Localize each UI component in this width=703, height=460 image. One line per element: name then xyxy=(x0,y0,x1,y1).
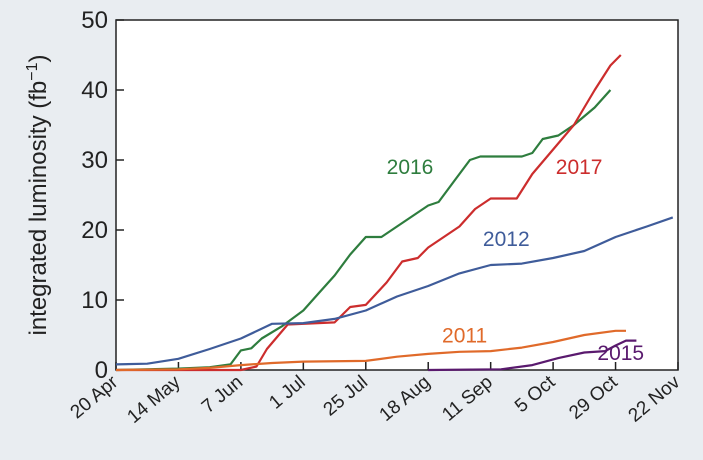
series-line-2016 xyxy=(115,89,612,372)
x-tick-label: 18 Aug xyxy=(376,372,435,426)
y-axis-label: integrated luminosity (fb−1) xyxy=(24,54,52,335)
series-label-2017: 2017 xyxy=(556,156,603,179)
x-tick-label: 14 May xyxy=(123,371,185,427)
series-label-2015: 2015 xyxy=(597,342,644,365)
x-tick-label: 29 Oct xyxy=(565,371,622,424)
x-tick-label: 22 Nov xyxy=(625,371,685,426)
x-tick-label: 1 Jul xyxy=(265,372,309,414)
series-labels: 2016 2017 2012 2011 2015 xyxy=(387,156,644,365)
y-tick-label: 20 xyxy=(81,217,108,244)
y-tick-label: 0 xyxy=(95,357,108,384)
series-label-2011: 2011 xyxy=(442,325,487,348)
y-axis: 0 10 20 30 40 50 xyxy=(81,7,124,384)
series-layer xyxy=(115,54,674,372)
series-line-2017 xyxy=(116,54,622,372)
y-tick-label: 10 xyxy=(81,287,108,314)
x-tick-label: 25 Jul xyxy=(320,372,372,421)
series-line-2012 xyxy=(115,216,674,366)
y-tick-label: 30 xyxy=(81,147,108,174)
x-axis: 20 Apr 14 May 7 Jun 1 Jul 25 Jul 18 Aug 11 Sep… xyxy=(67,362,685,428)
x-tick-label: 11 Sep xyxy=(438,372,497,426)
series-line-2011 xyxy=(115,329,626,372)
series-label-2012: 2012 xyxy=(483,228,530,251)
series-line-2015 xyxy=(428,339,637,372)
plot-area xyxy=(115,19,679,371)
y-tick-label: 50 xyxy=(81,7,108,34)
series-label-2016: 2016 xyxy=(387,156,434,179)
y-tick-label: 40 xyxy=(81,77,108,104)
x-tick-label: 5 Oct xyxy=(511,371,560,417)
x-tick-label: 7 Jun xyxy=(198,372,247,418)
